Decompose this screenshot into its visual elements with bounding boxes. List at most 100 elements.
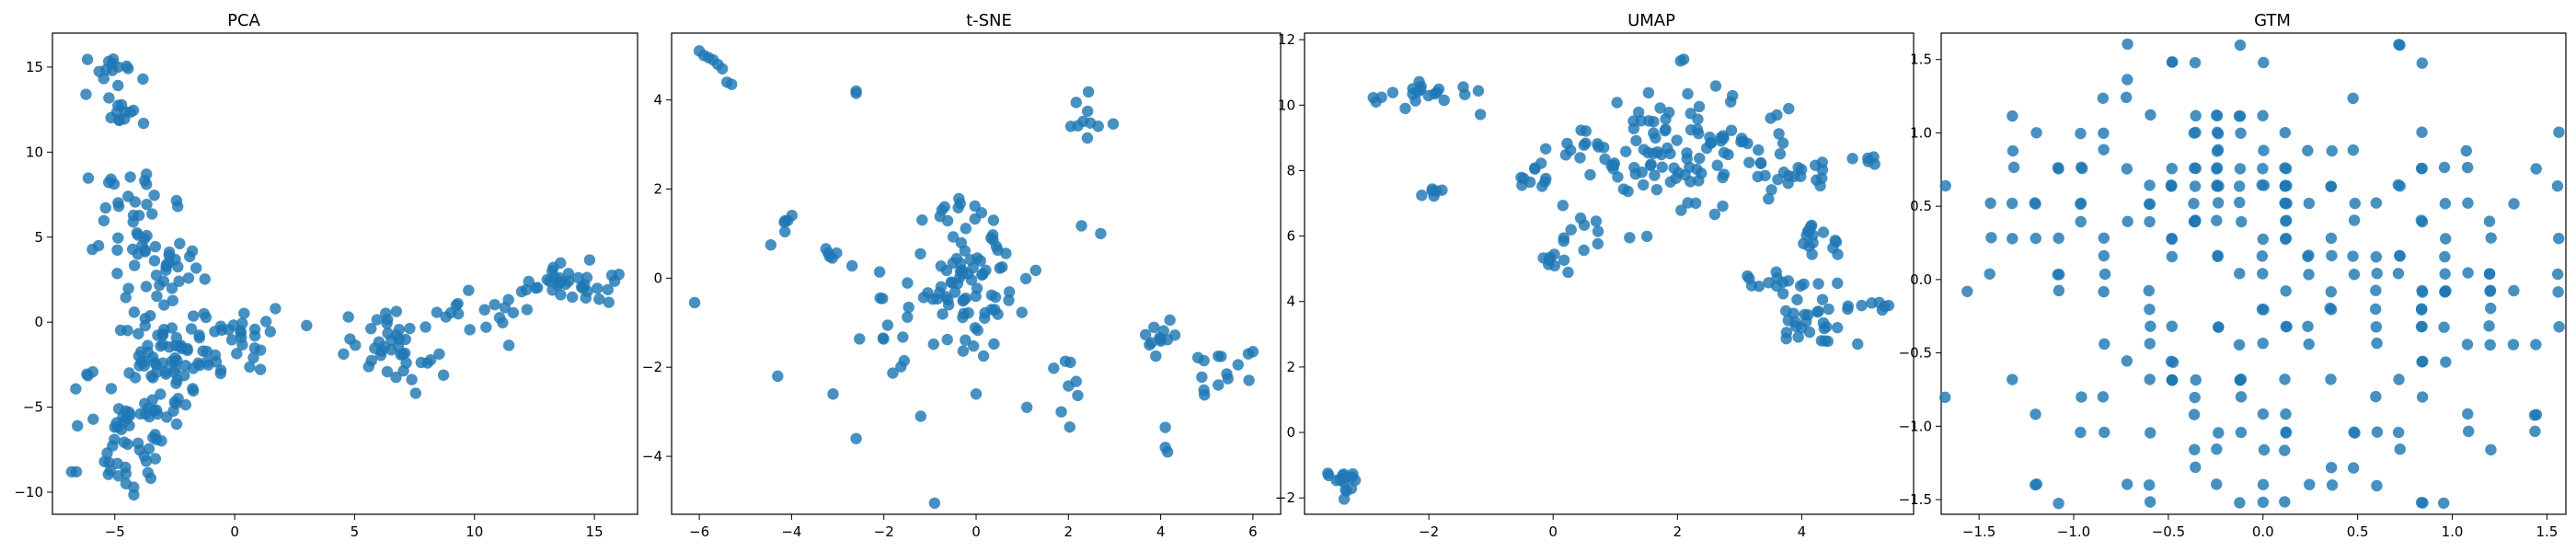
data-point <box>881 319 894 331</box>
data-point <box>1745 280 1758 292</box>
data-point <box>1168 329 1181 341</box>
data-point <box>602 283 614 295</box>
data-point <box>1691 123 1704 135</box>
data-point <box>521 304 534 316</box>
data-point <box>1985 232 1997 244</box>
data-point <box>2234 497 2246 509</box>
data-point <box>2393 39 2405 51</box>
data-point <box>1752 170 1764 183</box>
data-point <box>1675 204 1687 216</box>
data-point <box>2371 268 2383 280</box>
data-point <box>103 456 115 468</box>
data-point <box>2030 127 2042 139</box>
data-point <box>365 354 377 367</box>
data-point <box>1654 102 1666 114</box>
data-point <box>70 383 82 395</box>
data-point <box>450 299 463 311</box>
data-point <box>404 322 416 335</box>
data-point <box>2030 478 2043 490</box>
data-point <box>1693 100 1706 113</box>
data-point <box>2211 109 2223 121</box>
data-point <box>244 361 256 374</box>
data-point <box>2145 427 2156 439</box>
data-point <box>2190 126 2202 139</box>
data-point <box>138 233 151 245</box>
data-point <box>122 282 134 294</box>
data-point <box>214 364 227 376</box>
data-point <box>1856 299 1868 312</box>
data-point <box>1648 116 1660 128</box>
data-point <box>954 197 966 210</box>
data-point <box>2076 161 2087 173</box>
data-point <box>120 477 132 489</box>
data-point <box>381 365 394 378</box>
x-tick-label: 15 <box>586 523 604 540</box>
data-point <box>2257 233 2269 246</box>
data-point <box>227 319 240 331</box>
data-point <box>1805 221 1817 233</box>
data-point <box>974 255 986 267</box>
data-point <box>1070 97 1082 109</box>
data-point <box>140 281 153 293</box>
data-point <box>1215 351 1227 362</box>
data-point <box>1627 115 1639 127</box>
data-point <box>716 63 729 75</box>
data-point <box>2257 163 2269 175</box>
data-point <box>120 292 132 304</box>
data-point <box>914 410 927 422</box>
data-point <box>193 331 205 344</box>
data-point <box>1961 285 1973 297</box>
data-point <box>2302 250 2314 262</box>
x-tick-label: 1.0 <box>2442 523 2464 540</box>
data-point <box>1092 121 1104 132</box>
data-point <box>112 200 125 213</box>
data-point <box>2257 109 2269 121</box>
data-point <box>2212 144 2225 156</box>
data-point <box>947 231 960 243</box>
data-point <box>2211 162 2224 174</box>
data-point <box>1771 109 1783 121</box>
data-point <box>2439 285 2451 298</box>
data-point <box>546 284 558 296</box>
data-point <box>2098 127 2110 139</box>
data-point <box>2416 320 2428 333</box>
data-point <box>922 287 934 299</box>
data-point <box>1000 247 1012 259</box>
data-point <box>2144 198 2156 211</box>
data-point <box>1535 157 1547 169</box>
data-point <box>1145 337 1157 349</box>
data-point <box>887 367 899 379</box>
data-point <box>1780 327 1793 339</box>
data-point <box>1081 105 1094 118</box>
data-point <box>2416 162 2428 175</box>
data-point <box>2189 162 2201 174</box>
data-point <box>873 266 886 278</box>
data-point <box>1539 143 1552 155</box>
x-tick-label: −2 <box>1419 523 1439 540</box>
data-point <box>951 278 964 290</box>
data-point <box>2143 284 2156 297</box>
data-point <box>155 340 167 352</box>
panel-pca: PCA −5 0 5 10 15 −10 −5 0 5 10 15 <box>14 11 638 540</box>
data-point <box>2143 479 2156 491</box>
data-point <box>1020 401 1033 413</box>
data-point <box>2326 144 2338 157</box>
data-point <box>2098 144 2110 155</box>
data-point <box>2280 426 2293 438</box>
data-point <box>151 366 163 378</box>
data-point <box>1846 153 1858 165</box>
data-point <box>1150 350 1162 362</box>
data-point <box>225 334 238 346</box>
data-point <box>1753 144 1765 156</box>
data-point <box>988 338 1000 351</box>
data-point <box>406 374 418 385</box>
data-point <box>2234 374 2247 386</box>
data-point <box>593 293 605 305</box>
data-point <box>2052 162 2064 174</box>
data-point <box>1827 242 1839 254</box>
panel-title: GTM <box>2254 11 2291 30</box>
panel-gtm: GTM −1.5 −1.0 −0.5 0.0 0.5 1.0 1.5 −1.5 −1.0 −0.5… <box>1899 11 2567 540</box>
data-point <box>171 201 184 213</box>
data-point <box>2348 426 2360 438</box>
data-point <box>1682 197 1694 209</box>
